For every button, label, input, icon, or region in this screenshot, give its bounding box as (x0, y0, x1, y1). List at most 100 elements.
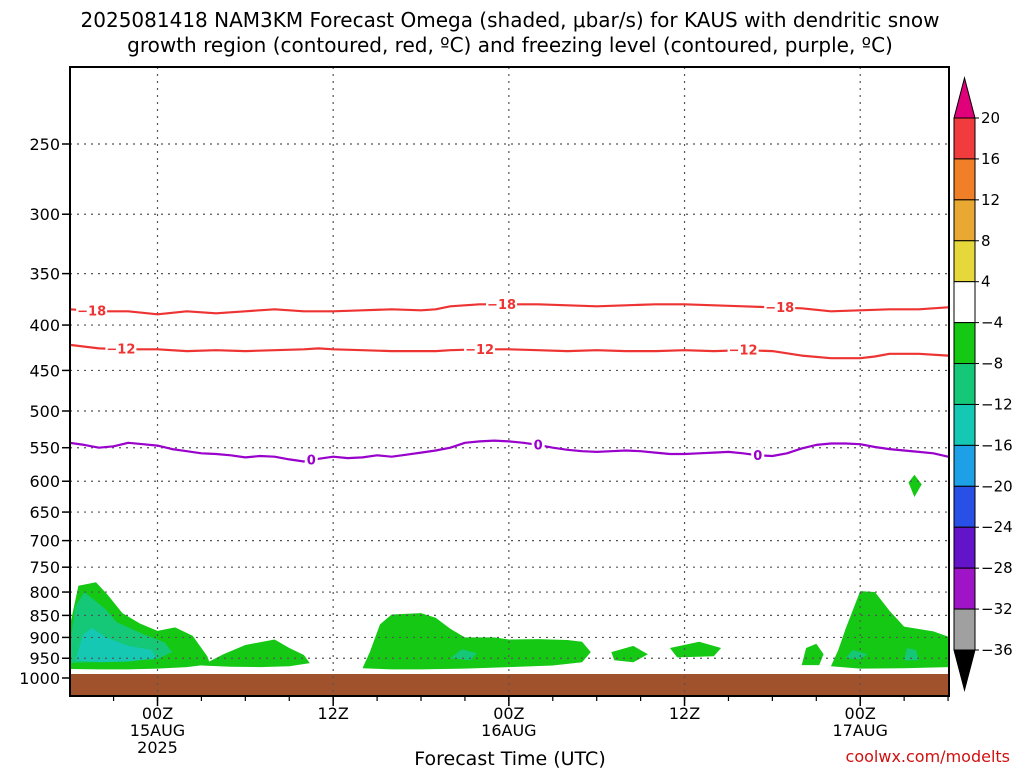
colorbar-label: −36 (981, 641, 1013, 659)
temperature-contours: −18 −18 −18 −12 −12 −12 0 0 0 (70, 296, 949, 469)
omega-region (845, 650, 868, 660)
x-tick-label: 12Z (669, 704, 700, 723)
omega-region (908, 474, 922, 497)
colorbar-label: −32 (981, 600, 1013, 618)
omega-region (776, 620, 805, 644)
colorbar-label: 4 (981, 273, 991, 291)
colorbar-bottom-arrow (953, 649, 976, 692)
omega-region (70, 83, 75, 141)
ground-surface (70, 674, 949, 696)
colorbar-bin (953, 485, 976, 528)
contour-label: −18 (77, 304, 106, 319)
contour-line (70, 303, 949, 316)
colorbar-label: −28 (981, 559, 1013, 577)
omega-region (669, 641, 722, 658)
colorbar-bin (953, 403, 976, 446)
y-tick-label: 500 (29, 402, 60, 421)
contour-label: −12 (729, 344, 758, 359)
contour-label-bg (764, 299, 796, 314)
colorbar-bin (953, 363, 976, 405)
plot-frame (69, 66, 950, 697)
omega-region (96, 537, 111, 577)
colorbar-label: −24 (981, 518, 1013, 536)
y-tick-label: 1000 (19, 669, 60, 688)
omega-region (450, 649, 477, 661)
contour-label: −12 (465, 343, 494, 358)
omega-region (75, 627, 156, 663)
contour-label-bg (105, 341, 137, 356)
y-tick-label: 300 (29, 205, 60, 224)
contour-label: 0 (753, 449, 762, 464)
x-tick-label: 16AUG (481, 721, 536, 740)
omega-region (201, 639, 310, 668)
colorbar-bin (953, 444, 976, 487)
colorbar-bin (953, 240, 976, 283)
x-tick-label: 12Z (318, 704, 349, 723)
colorbar-bin (953, 281, 976, 324)
omega-region (667, 506, 679, 565)
x-tick-label: 00Z (493, 704, 524, 723)
colorbar: 20 16 12 8 4 −4 −8 −12 −16 −20 −24 −28 −32 −36 (953, 76, 1013, 692)
omega-region (292, 470, 301, 518)
contour-label: 0 (534, 438, 543, 453)
x-axis-label: Forecast Time (UTC) (414, 748, 605, 768)
contour-label-bg (76, 302, 108, 317)
y-tick-label: 950 (29, 649, 60, 668)
colorbar-label: −16 (981, 436, 1013, 454)
chart-title-line1: 2025081418 NAM3KM Forecast Omega (shaded… (81, 8, 940, 32)
y-tick-label: 650 (29, 503, 60, 522)
x-tick-label: 15AUG (130, 721, 185, 740)
omega-region (362, 613, 591, 670)
colorbar-bin (953, 567, 976, 610)
colorbar-bin (953, 199, 976, 242)
y-tick-label: 900 (29, 628, 60, 647)
y-tick-label: 850 (29, 606, 60, 625)
contour-label-bg (486, 296, 518, 311)
contour-label: −18 (765, 301, 794, 316)
colorbar-label: 16 (981, 150, 1000, 168)
x-tick-label: 17AUG (833, 721, 888, 740)
colorbar-bin (953, 322, 976, 365)
grid-lines (70, 67, 949, 696)
omega-region (801, 643, 824, 666)
x-tick-label: 2025 (137, 738, 178, 757)
contour-label: 0 (307, 454, 316, 469)
contour-label: −12 (106, 343, 135, 358)
colorbar-bin (953, 117, 976, 160)
contour-label-bg (304, 452, 318, 467)
colorbar-bin (953, 158, 976, 201)
chart-title-line2: growth region (contoured, red, ºC) and f… (127, 33, 893, 57)
omega-region (611, 645, 648, 663)
colorbar-top-arrow (953, 76, 976, 119)
colorbar-label: −4 (981, 314, 1003, 332)
pressure-axis: 250 300 350 400 450 500 550 600 650 700 750 800 850 9… (19, 135, 70, 688)
y-tick-label: 600 (29, 472, 60, 491)
contour-label-bg (751, 447, 765, 462)
colorbar-bin (953, 526, 976, 569)
credit-text: coolwx.com/modelts (846, 747, 1010, 766)
contour-label: −18 (487, 298, 516, 313)
colorbar-label: 8 (981, 232, 991, 250)
contour-label-bg (727, 342, 759, 357)
colorbar-label: −20 (981, 477, 1013, 495)
y-tick-label: 800 (29, 583, 60, 602)
y-tick-label: 550 (29, 439, 60, 458)
colorbar-bin (953, 608, 976, 651)
y-tick-label: 700 (29, 532, 60, 551)
omega-shading (70, 83, 949, 670)
colorbar-label: −12 (981, 395, 1013, 413)
colorbar-label: 20 (981, 109, 1000, 127)
omega-region (904, 648, 919, 661)
x-tick-label: 00Z (142, 704, 173, 723)
colorbar-label: −8 (981, 355, 1003, 373)
y-tick-label: 750 (29, 558, 60, 577)
y-tick-label: 450 (29, 361, 60, 380)
y-tick-label: 400 (29, 316, 60, 335)
contour-label-bg (464, 341, 496, 356)
y-tick-label: 250 (29, 135, 60, 154)
y-tick-label: 350 (29, 265, 60, 284)
contour-label-bg (531, 436, 545, 451)
x-tick-label: 00Z (845, 704, 876, 723)
